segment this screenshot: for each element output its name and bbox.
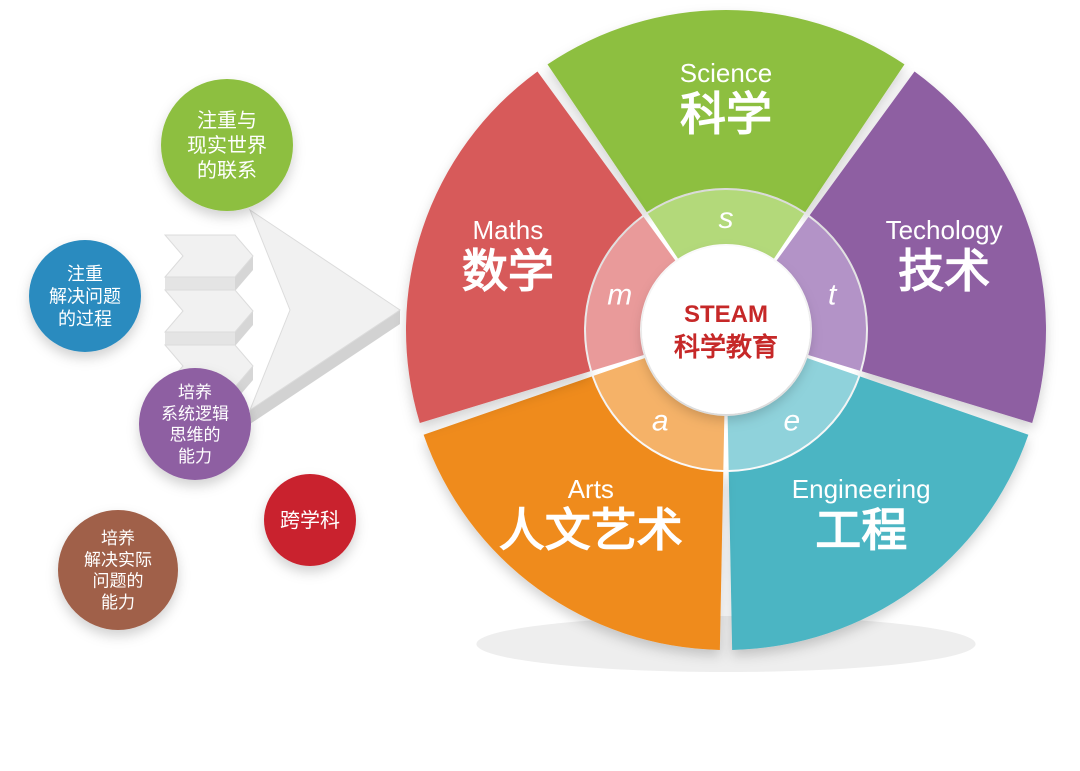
bubble-practical-line-0: 培养 (101, 529, 135, 548)
slice-en-science: Science (680, 58, 773, 88)
slice-zh-arts: 人文艺术 (499, 504, 683, 556)
bubble-logic-line-3: 能力 (178, 447, 212, 466)
slice-en-arts: Arts (568, 474, 614, 504)
bubble-logic-line-0: 培养 (178, 383, 212, 402)
slice-zh-maths: 数学 (462, 245, 554, 297)
bubble-realworld-line-1: 现实世界 (187, 134, 267, 157)
bubble-practical-line-1: 解决实际 (84, 550, 152, 569)
slice-en-maths: Maths (472, 215, 543, 245)
bubble-cross-line-0: 跨学科 (280, 509, 340, 532)
bubble-cross: 跨学科 (264, 474, 356, 566)
steam-wheel: STEAM科学教育Science科学sTechology技术tEngineeri… (406, 10, 1046, 672)
bubble-process-line-2: 的过程 (58, 309, 112, 329)
slice-zh-technology: 技术 (898, 245, 990, 297)
bubble-realworld-line-0: 注重与 (197, 109, 257, 132)
bubble-process-line-0: 注重 (67, 264, 103, 284)
bubble-logic-line-2: 思维的 (170, 426, 221, 445)
slice-zh-engineering: 工程 (815, 504, 907, 556)
bubble-practical-line-3: 能力 (101, 593, 135, 612)
steam-infographic: STEAM科学教育Science科学sTechology技术tEngineeri… (0, 0, 1080, 771)
bubble-process-line-1: 解决问题 (49, 286, 121, 306)
bubble-practical: 培养解决实际问题的能力 (58, 510, 178, 630)
bubble-realworld-line-2: 的联系 (197, 159, 257, 182)
center-title-2: 科学教育 (674, 332, 778, 362)
bubble-logic: 培养系统逻辑思维的能力 (139, 368, 251, 480)
center-title-1: STEAM (684, 301, 768, 328)
slice-zh-science: 科学 (680, 88, 772, 140)
bubble-process: 注重解决问题的过程 (29, 240, 141, 352)
slice-en-engineering: Engineering (792, 474, 931, 504)
slice-letter-engineering: e (783, 405, 800, 438)
slice-letter-arts: a (652, 405, 669, 438)
wheel-center (642, 246, 810, 414)
slice-letter-maths: m (607, 278, 632, 311)
slice-en-technology: Techology (886, 215, 1003, 245)
slice-letter-science: s (719, 202, 734, 235)
bubble-practical-line-2: 问题的 (93, 572, 144, 591)
bubble-realworld: 注重与现实世界的联系 (161, 79, 293, 211)
bubble-logic-line-1: 系统逻辑 (161, 404, 229, 423)
